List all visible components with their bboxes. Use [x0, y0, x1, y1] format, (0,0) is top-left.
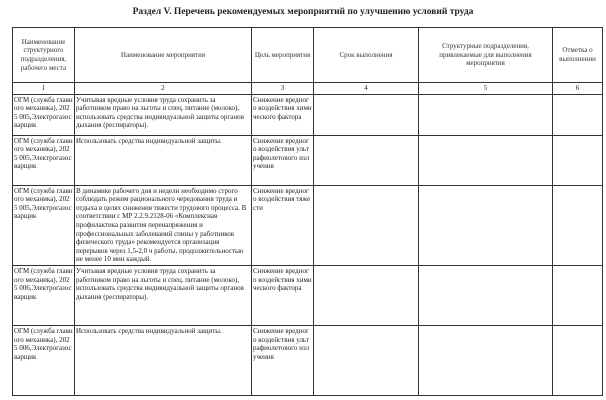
unit-cell: ОГМ (служба главного механика), 2025 005…: [12, 134, 75, 186]
depts-cell: [418, 324, 553, 396]
table-row: ОГМ (служба главного механика), 2025 006…: [12, 324, 603, 396]
col-number: 4: [313, 82, 419, 95]
table-row: ОГМ (служба главного механика), 2025 005…: [12, 134, 603, 186]
header-mark: Отметка о выполнении: [552, 27, 603, 83]
goal-cell: Снижение вредного воздействия химическог…: [251, 264, 314, 326]
measure-cell: Учитывая вредные условия труда сохранить…: [74, 264, 252, 326]
term-cell: [313, 264, 419, 326]
column-number-row: 1 2 3 4 5 6: [12, 82, 603, 95]
unit-cell: ОГМ (служба главного механика), 2025 006…: [12, 324, 75, 396]
table-row: ОГМ (служба главного механика), 2025 005…: [12, 184, 603, 266]
goal-cell: Снижение вредного воздействия тяжести: [251, 184, 314, 266]
mark-cell: [552, 324, 603, 396]
goal-cell: Снижение вредного воздействия химическог…: [251, 93, 314, 136]
measure-cell: Использовать средства индивидуальной защ…: [74, 324, 252, 396]
header-unit: Наименование структурного подразделения,…: [12, 27, 75, 83]
measure-cell: В динамике рабочего дня и недели необход…: [74, 184, 252, 266]
term-cell: [313, 134, 419, 186]
goal-cell: Снижение вредного воздействия ультрафиол…: [251, 324, 314, 396]
header-term: Срок выполнения: [313, 27, 419, 83]
term-cell: [313, 324, 419, 396]
table-row: ОГМ (служба главного механика), 2025 005…: [12, 93, 603, 136]
mark-cell: [552, 134, 603, 186]
section-title: Раздел V. Перечень рекомендуемых меропри…: [132, 7, 474, 17]
header-row: Наименование структурного подразделения,…: [12, 27, 603, 83]
depts-cell: [418, 134, 553, 186]
mark-cell: [552, 184, 603, 266]
col-number: 3: [251, 82, 314, 95]
mark-cell: [552, 93, 603, 136]
mark-cell: [552, 264, 603, 326]
term-cell: [313, 184, 419, 266]
unit-cell: ОГМ (служба главного механика), 2025 006…: [12, 264, 75, 326]
measures-table: Наименование структурного подразделения,…: [12, 27, 603, 396]
unit-cell: ОГМ (служба главного механика), 2025 005…: [12, 184, 75, 266]
col-number: 6: [552, 82, 603, 95]
header-depts: Структурные подразделения, привлекаемые …: [418, 27, 553, 83]
col-number: 1: [12, 82, 75, 95]
header-goal: Цель мероприятия: [251, 27, 314, 83]
unit-cell: ОГМ (служба главного механика), 2025 005…: [12, 93, 75, 136]
depts-cell: [418, 93, 553, 136]
depts-cell: [418, 264, 553, 326]
col-number: 5: [418, 82, 553, 95]
col-number: 2: [74, 82, 252, 95]
goal-cell: Снижение вредного воздействия ультрафиол…: [251, 134, 314, 186]
term-cell: [313, 93, 419, 136]
table-row: ОГМ (служба главного механика), 2025 006…: [12, 264, 603, 326]
measure-cell: Учитывая вредные условия труда сохранить…: [74, 93, 252, 136]
measure-cell: Использовать средства индивидуальной защ…: [74, 134, 252, 186]
header-measure: Наименование мероприятия: [74, 27, 252, 83]
depts-cell: [418, 184, 553, 266]
